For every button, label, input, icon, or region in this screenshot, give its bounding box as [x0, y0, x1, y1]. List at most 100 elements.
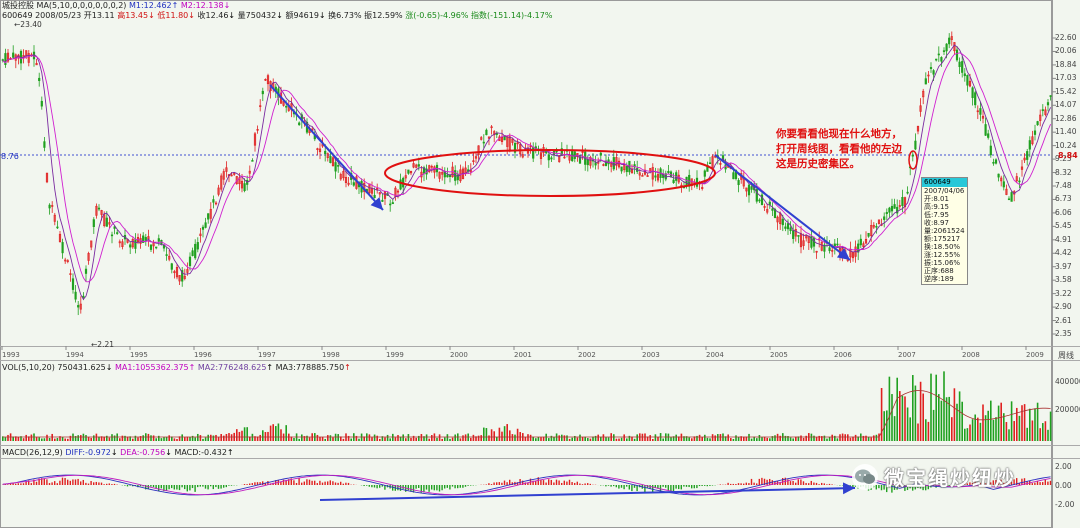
volume-bar [342, 438, 345, 441]
macd-bar [709, 485, 711, 486]
candle-body [872, 224, 875, 228]
volume-bar [160, 438, 163, 441]
volume-panel-label: VOL(5,10,20) 750431.625↓ MA1:1055362.375… [2, 363, 351, 372]
quote-date: 2008/05/23 [35, 11, 82, 20]
candle-body [768, 201, 771, 205]
macd-bar [675, 485, 677, 489]
candle-body [771, 208, 774, 211]
macd-bar [813, 482, 815, 485]
annotation-line-1: 你要看看他现在什么地方， [776, 128, 902, 140]
candle-body [932, 70, 935, 75]
macd-bar [966, 483, 968, 485]
year-tick: 2006 [834, 351, 852, 359]
volume-bar [847, 434, 849, 441]
candle-body [981, 115, 985, 119]
candle-body [495, 133, 498, 135]
candle-body [550, 157, 553, 160]
candle-body [82, 295, 85, 298]
volume-bar [735, 435, 737, 441]
volume-bar [691, 438, 693, 441]
candle-body [266, 75, 270, 85]
candle-body [992, 161, 995, 164]
candle-body [261, 90, 264, 95]
volume-bar [451, 437, 454, 441]
macd-bar [129, 485, 131, 486]
candle-body [646, 175, 649, 177]
candle-body [90, 240, 93, 248]
candle-body [911, 154, 914, 157]
macd-bar [951, 485, 953, 486]
price-tick: 7.48 [1055, 181, 1072, 190]
macd-bar [467, 485, 469, 486]
candle-body [942, 50, 946, 52]
macd-bar [194, 485, 196, 492]
macd-bar [303, 481, 305, 485]
volume-bar [199, 435, 202, 441]
volume-bar [355, 435, 358, 441]
candle-body [441, 172, 444, 175]
candle-body [74, 291, 77, 300]
year-tick: 2008 [962, 351, 980, 359]
macd-bar [579, 483, 581, 485]
current-bar-marker [908, 150, 918, 170]
candle-body [144, 237, 147, 241]
price-tick: 2.61 [1055, 315, 1072, 325]
candle-body [92, 219, 95, 227]
volume-bar [899, 391, 901, 441]
candle-body [264, 79, 267, 81]
candle-body [490, 126, 493, 129]
candle-body [97, 207, 101, 210]
volume-bar [340, 436, 342, 441]
candle-body [1046, 102, 1050, 106]
macd-bar [56, 483, 58, 485]
candle-body [1, 59, 4, 61]
volume-bar [805, 435, 807, 441]
stock-name: 城投控股 [2, 1, 34, 10]
macd-bar [402, 485, 404, 489]
volume-bar [662, 438, 664, 441]
candle-body [828, 247, 831, 252]
macd-bar [446, 485, 448, 488]
macd-bar [61, 477, 64, 485]
volume-bar [875, 434, 878, 441]
price-tick: 17.03 [1055, 73, 1077, 83]
price-tick: 22.60 [1055, 33, 1077, 42]
candle-body [399, 179, 402, 190]
macd-bar [961, 484, 963, 485]
macd-axis-0: 0.00 [1055, 481, 1072, 490]
ma5-line [2, 44, 1052, 301]
macd-bar [925, 485, 927, 491]
year-tick: 1993 [2, 351, 20, 359]
macd-bar [750, 478, 753, 485]
volume-bar [488, 435, 490, 441]
macd-bar [139, 485, 142, 487]
macd-bar [215, 485, 217, 488]
macd-bar [90, 481, 92, 485]
price-tick: 2.90 [1055, 302, 1072, 312]
macd-bar [628, 485, 630, 490]
candle-body [994, 159, 998, 164]
tooltip-close: 收:8.97 [924, 219, 949, 227]
volume-bar [1042, 423, 1044, 441]
volume-bar [914, 385, 917, 441]
macd-bar [152, 485, 155, 488]
moving-average-lines [2, 44, 1052, 496]
candle-body [602, 164, 605, 166]
candle-body [456, 174, 459, 181]
annotation-text: 你要看看他现在什么地方， 打开周线图，看看他的左边 这是历史密集区。 [776, 127, 902, 172]
macd-bar [644, 485, 646, 493]
candle-body [103, 214, 106, 226]
volume-bar [1047, 429, 1049, 441]
volume-bar [147, 433, 150, 441]
period-unit-label[interactable]: 周线 [1058, 351, 1074, 360]
volume-bar [982, 404, 984, 441]
volume-bar [397, 435, 399, 441]
volume-bar [420, 434, 423, 441]
candle-body [69, 273, 72, 275]
macd-bar [1047, 481, 1049, 485]
macd-bar [1000, 479, 1002, 485]
quote-index: 指数(-151.14)-4.17% [471, 11, 553, 20]
candle-body [831, 249, 834, 252]
macd-bar [98, 482, 100, 485]
